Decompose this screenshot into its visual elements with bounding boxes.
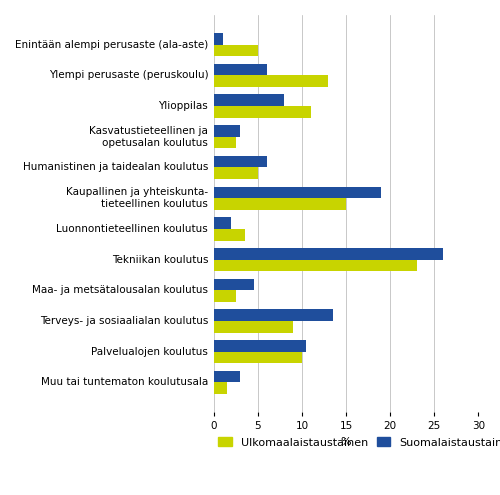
Bar — [214, 371, 240, 382]
Bar — [214, 279, 254, 290]
Bar — [214, 45, 258, 56]
Bar — [214, 321, 293, 333]
Legend: Ulkomaalaistaustainen, Suomalaistaustainen: Ulkomaalaistaustainen, Suomalaistaustain… — [214, 433, 500, 452]
Bar — [214, 248, 443, 259]
Bar — [214, 217, 232, 229]
Bar — [214, 95, 284, 106]
Bar — [214, 33, 222, 45]
Bar — [214, 187, 382, 198]
Bar — [214, 290, 236, 302]
Bar — [214, 156, 266, 167]
Bar — [214, 198, 346, 210]
Bar — [214, 382, 227, 394]
Bar — [214, 64, 266, 75]
Bar — [214, 125, 240, 137]
Bar — [214, 351, 302, 363]
Bar — [214, 167, 258, 179]
Bar — [214, 259, 416, 271]
X-axis label: %: % — [341, 437, 351, 446]
Bar — [214, 229, 244, 241]
Bar — [214, 340, 306, 351]
Bar — [214, 75, 328, 87]
Bar — [214, 137, 236, 148]
Bar — [214, 309, 333, 321]
Bar — [214, 106, 311, 118]
